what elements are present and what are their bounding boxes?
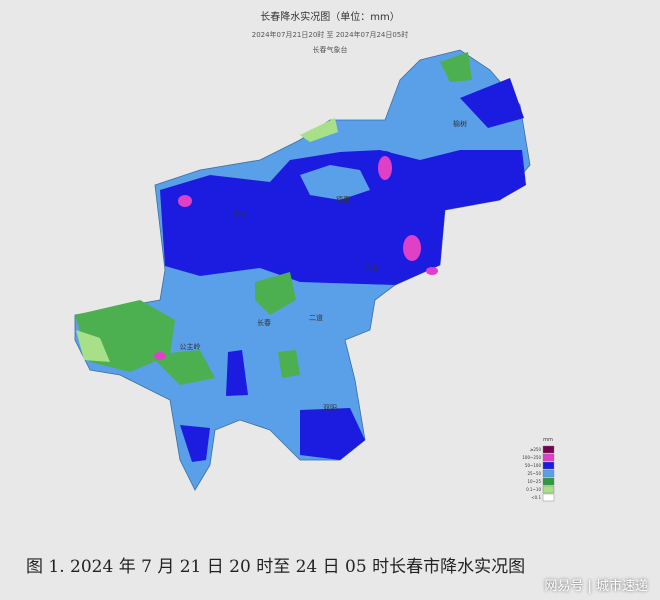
legend-label: 25~50 [527, 471, 541, 476]
rain-green-c2 [278, 350, 300, 378]
rain-green-n [440, 52, 472, 82]
map: 榆树 德惠 农安 九台 公主岭 长春 二道 双阳 [74, 49, 531, 491]
legend-label: 50~100 [525, 463, 542, 468]
legend-swatch [542, 461, 555, 470]
place-label: 长春 [257, 318, 271, 327]
map-title: 长春降水实况图（单位：mm） [260, 10, 399, 23]
map-source: 长春气象台 [313, 45, 348, 54]
map-figure: 长春降水实况图（单位：mm） 2024年07月21日20时 至 2024年07月… [74, 10, 555, 502]
extreme-cell [178, 195, 192, 207]
place-label: 双阳 [323, 403, 337, 412]
rain-green-nw [300, 118, 338, 142]
place-label: 农安 [233, 209, 247, 218]
moderate-patch [300, 165, 370, 200]
extreme-cell [378, 156, 392, 180]
heavy-rain-sw [180, 425, 210, 462]
legend: mm ≥250 100~250 50~100 25~50 10~25 0.1~10 <0.1 [522, 437, 555, 502]
legend-swatch [542, 445, 555, 454]
legend-unit: mm [543, 437, 553, 443]
map-subtitle: 2024年07月21日20时 至 2024年07月24日05时 [252, 30, 409, 39]
caption: 图 1. 2024 年 7 月 21 日 20 时至 24 日 05 时长春市降… [26, 557, 526, 577]
legend-swatch [542, 453, 555, 462]
place-label: 德惠 [336, 195, 350, 204]
legend-swatch [542, 477, 555, 486]
rain-green-s [150, 350, 215, 385]
heavy-rain-band [160, 150, 526, 285]
legend-label: ≥250 [530, 447, 541, 452]
extreme-cell [426, 267, 438, 275]
legend-swatch [542, 493, 555, 502]
legend-swatch [542, 469, 555, 478]
place-label: 公主岭 [180, 342, 201, 351]
watermark: 网易号 | 城市速递 [544, 579, 648, 594]
extreme-cell [403, 235, 421, 261]
legend-swatch [542, 485, 555, 494]
rain-green-c [255, 272, 296, 315]
place-label: 二道 [309, 313, 323, 322]
legend-label: <0.1 [531, 495, 541, 500]
legend-label: 0.1~10 [526, 487, 541, 492]
place-label: 榆树 [453, 119, 467, 128]
rain-light-w [76, 330, 110, 362]
place-label: 九台 [365, 263, 379, 272]
legend-label: 10~25 [527, 479, 541, 484]
heavy-rain-ne [460, 78, 524, 128]
legend-label: 100~250 [522, 455, 541, 460]
extreme-cell [154, 352, 166, 360]
heavy-rain-c [226, 350, 248, 396]
heavy-rain-s [300, 408, 365, 460]
